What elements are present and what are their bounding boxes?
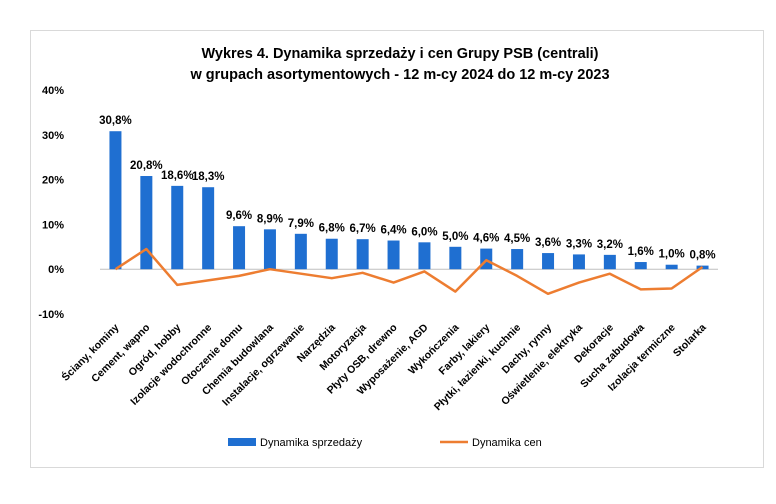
data-label: 6,8% bbox=[319, 223, 345, 235]
data-label: 8,9% bbox=[257, 213, 283, 225]
bar bbox=[263, 229, 276, 270]
bar bbox=[325, 238, 338, 270]
bar bbox=[603, 254, 616, 270]
data-label: 6,0% bbox=[411, 226, 437, 238]
bar bbox=[634, 262, 647, 270]
data-label: 1,0% bbox=[659, 249, 685, 261]
bar bbox=[542, 253, 555, 270]
legend-label-bar: Dynamika sprzedaży bbox=[260, 437, 363, 449]
y-tick-label: 20% bbox=[42, 175, 64, 187]
data-label: 30,8% bbox=[99, 115, 132, 127]
bar bbox=[233, 226, 246, 270]
data-label: 3,6% bbox=[535, 237, 561, 249]
data-label: 4,5% bbox=[504, 233, 530, 245]
data-label: 1,6% bbox=[628, 246, 654, 258]
bar bbox=[572, 254, 585, 270]
bar bbox=[449, 246, 462, 270]
data-label: 3,3% bbox=[566, 238, 592, 250]
data-label: 18,6% bbox=[161, 170, 194, 182]
y-tick-label: 10% bbox=[42, 219, 64, 231]
bar bbox=[665, 264, 678, 270]
legend-swatch-bar bbox=[228, 438, 256, 446]
bar bbox=[202, 187, 215, 270]
bar bbox=[511, 249, 524, 270]
data-label: 18,3% bbox=[192, 171, 225, 183]
data-label: 6,7% bbox=[350, 223, 376, 235]
bar bbox=[418, 242, 431, 270]
data-label: 20,8% bbox=[130, 160, 163, 172]
legend-label-line: Dynamika cen bbox=[472, 437, 542, 449]
bar bbox=[140, 176, 153, 270]
y-tick-label: 0% bbox=[48, 264, 64, 276]
bar bbox=[387, 240, 400, 270]
category-label: Stolarka bbox=[671, 322, 709, 360]
y-tick-label: 30% bbox=[42, 130, 64, 142]
data-label: 6,4% bbox=[380, 225, 406, 237]
chart-subtitle: w grupach asortymentowych - 12 m-cy 2024… bbox=[190, 67, 610, 83]
y-tick-label: -10% bbox=[38, 309, 64, 321]
data-label: 9,6% bbox=[226, 210, 252, 222]
data-label: 0,8% bbox=[689, 250, 715, 262]
bar bbox=[109, 131, 122, 270]
chart-title: Wykres 4. Dynamika sprzedaży i cen Grupy… bbox=[201, 46, 599, 62]
data-label: 3,2% bbox=[597, 239, 623, 251]
bar bbox=[171, 185, 184, 270]
bar bbox=[356, 239, 369, 270]
y-tick-label: 40% bbox=[42, 85, 64, 97]
bar bbox=[294, 233, 307, 270]
data-label: 5,0% bbox=[442, 231, 468, 243]
series-line-dynamika-cen bbox=[114, 247, 704, 296]
data-label: 4,6% bbox=[473, 233, 499, 245]
data-label: 7,9% bbox=[288, 218, 314, 230]
